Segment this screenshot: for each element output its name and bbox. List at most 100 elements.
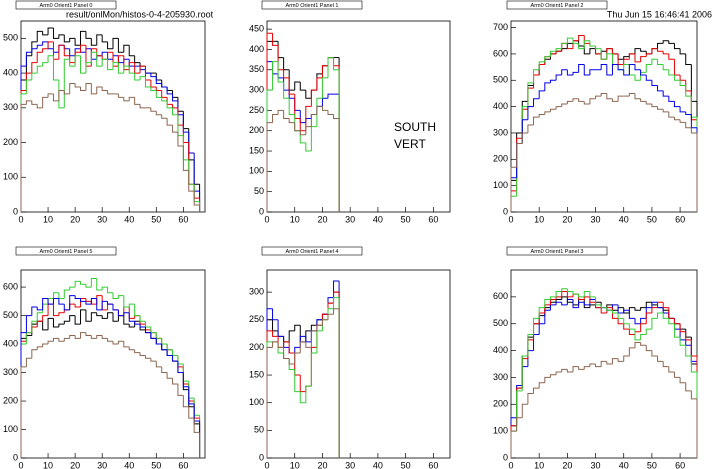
histogram-bin xyxy=(139,324,146,328)
histogram-bin xyxy=(69,335,76,339)
histogram-bin xyxy=(611,310,619,314)
histogram-bin xyxy=(634,329,641,341)
y-tick-label: 100 xyxy=(493,180,508,190)
x-tick-label: 30 xyxy=(591,214,601,224)
histogram-bin xyxy=(101,300,108,310)
histogram-bin xyxy=(651,103,658,108)
histogram-bin xyxy=(561,103,568,107)
histogram-bin xyxy=(31,100,38,105)
histogram-bin xyxy=(583,290,590,297)
histogram-bin xyxy=(640,342,647,346)
histogram-bin xyxy=(74,55,81,67)
histogram-bin xyxy=(549,374,557,378)
x-tick-label: 10 xyxy=(290,460,300,469)
histogram-bin xyxy=(566,291,573,298)
histogram-bin xyxy=(321,319,328,326)
y-tick-label: 500 xyxy=(3,33,18,43)
y-tick-label: 300 xyxy=(3,367,18,377)
histogram-bin xyxy=(123,295,130,308)
histogram-bin xyxy=(96,34,103,46)
histogram-bin xyxy=(657,355,664,362)
histogram-bin xyxy=(623,69,630,76)
histogram-bin xyxy=(668,318,675,325)
histogram-bin xyxy=(101,86,108,91)
histogram-bin xyxy=(510,430,517,458)
histogram-bin xyxy=(673,101,681,108)
y-tick-label: 450 xyxy=(249,24,264,34)
histogram-bin xyxy=(107,312,113,319)
x-tick-label: 40 xyxy=(373,460,383,469)
x-tick-label: 50 xyxy=(401,214,411,224)
x-tick-label: 10 xyxy=(43,460,53,469)
x-tick-label: 20 xyxy=(70,460,80,469)
histogram-bin xyxy=(555,290,562,297)
histogram-bin xyxy=(645,328,652,335)
histogram-bin xyxy=(52,304,59,317)
histogram-bin xyxy=(527,333,534,356)
histogram-bin xyxy=(657,48,664,52)
histogram-bin xyxy=(128,312,135,322)
histogram-bin xyxy=(177,361,184,374)
histogram-bin xyxy=(617,318,624,325)
y-tick-label: 200 xyxy=(3,395,18,405)
histogram-bin xyxy=(578,366,585,370)
histogram-bin xyxy=(589,291,596,298)
histogram-bin xyxy=(117,309,124,317)
histogram-bin xyxy=(139,315,146,322)
histogram-bin xyxy=(161,83,168,88)
histogram-bin xyxy=(294,324,301,331)
histogram-bin xyxy=(583,40,590,49)
histogram-bin xyxy=(521,132,528,144)
histogram-bin xyxy=(177,132,184,147)
histogram-bin xyxy=(294,122,301,132)
histogram-bin xyxy=(294,346,301,353)
title-box xyxy=(261,0,363,10)
histogram-bin xyxy=(266,346,273,458)
histogram-bin xyxy=(538,90,545,99)
x-tick-label: 60 xyxy=(178,214,188,224)
histogram-bin xyxy=(679,80,686,87)
histogram-bin xyxy=(600,48,607,60)
histogram-bin xyxy=(606,361,613,365)
x-tick-label: 50 xyxy=(647,214,657,224)
histogram-bin xyxy=(36,51,43,63)
histogram-bin xyxy=(685,331,692,341)
histogram-bin xyxy=(572,38,579,44)
histogram-bin xyxy=(42,343,49,347)
histogram-bin xyxy=(52,337,59,342)
histogram-bin xyxy=(63,289,70,299)
histogram-bin xyxy=(533,317,540,335)
histogram-bin xyxy=(107,51,113,60)
y-tick-label: 0 xyxy=(13,452,18,462)
histogram-bin xyxy=(52,292,59,299)
histogram-bin xyxy=(58,338,65,342)
title-box xyxy=(261,246,363,256)
histogram-bin xyxy=(628,53,635,60)
histogram-bin xyxy=(134,304,141,317)
histogram-bin xyxy=(283,81,290,99)
histogram-bin xyxy=(640,333,647,340)
histogram-bin xyxy=(277,61,284,83)
histogram-bin xyxy=(134,97,141,105)
histogram-bin xyxy=(516,143,523,168)
histogram-bin xyxy=(299,375,306,393)
histogram-bin xyxy=(679,323,686,333)
histogram-bin xyxy=(107,287,113,294)
histogram-bin xyxy=(139,104,146,109)
histogram-bin xyxy=(333,57,340,71)
histogram-bin xyxy=(117,340,124,345)
histogram-bin xyxy=(589,98,596,104)
histogram-bin xyxy=(299,130,306,136)
histogram-bin xyxy=(272,33,279,46)
histogram-bin xyxy=(42,31,49,36)
histogram-bin xyxy=(611,98,619,102)
histogram-bin xyxy=(299,81,306,91)
y-tick-label: 300 xyxy=(249,84,264,94)
histogram-bin xyxy=(52,55,59,81)
histogram-bin xyxy=(90,335,97,339)
histogram-bin xyxy=(74,38,81,46)
histogram-bin xyxy=(288,77,295,95)
histogram-bin xyxy=(283,347,290,359)
histogram-bin xyxy=(42,41,49,46)
histogram-bin xyxy=(679,337,686,346)
